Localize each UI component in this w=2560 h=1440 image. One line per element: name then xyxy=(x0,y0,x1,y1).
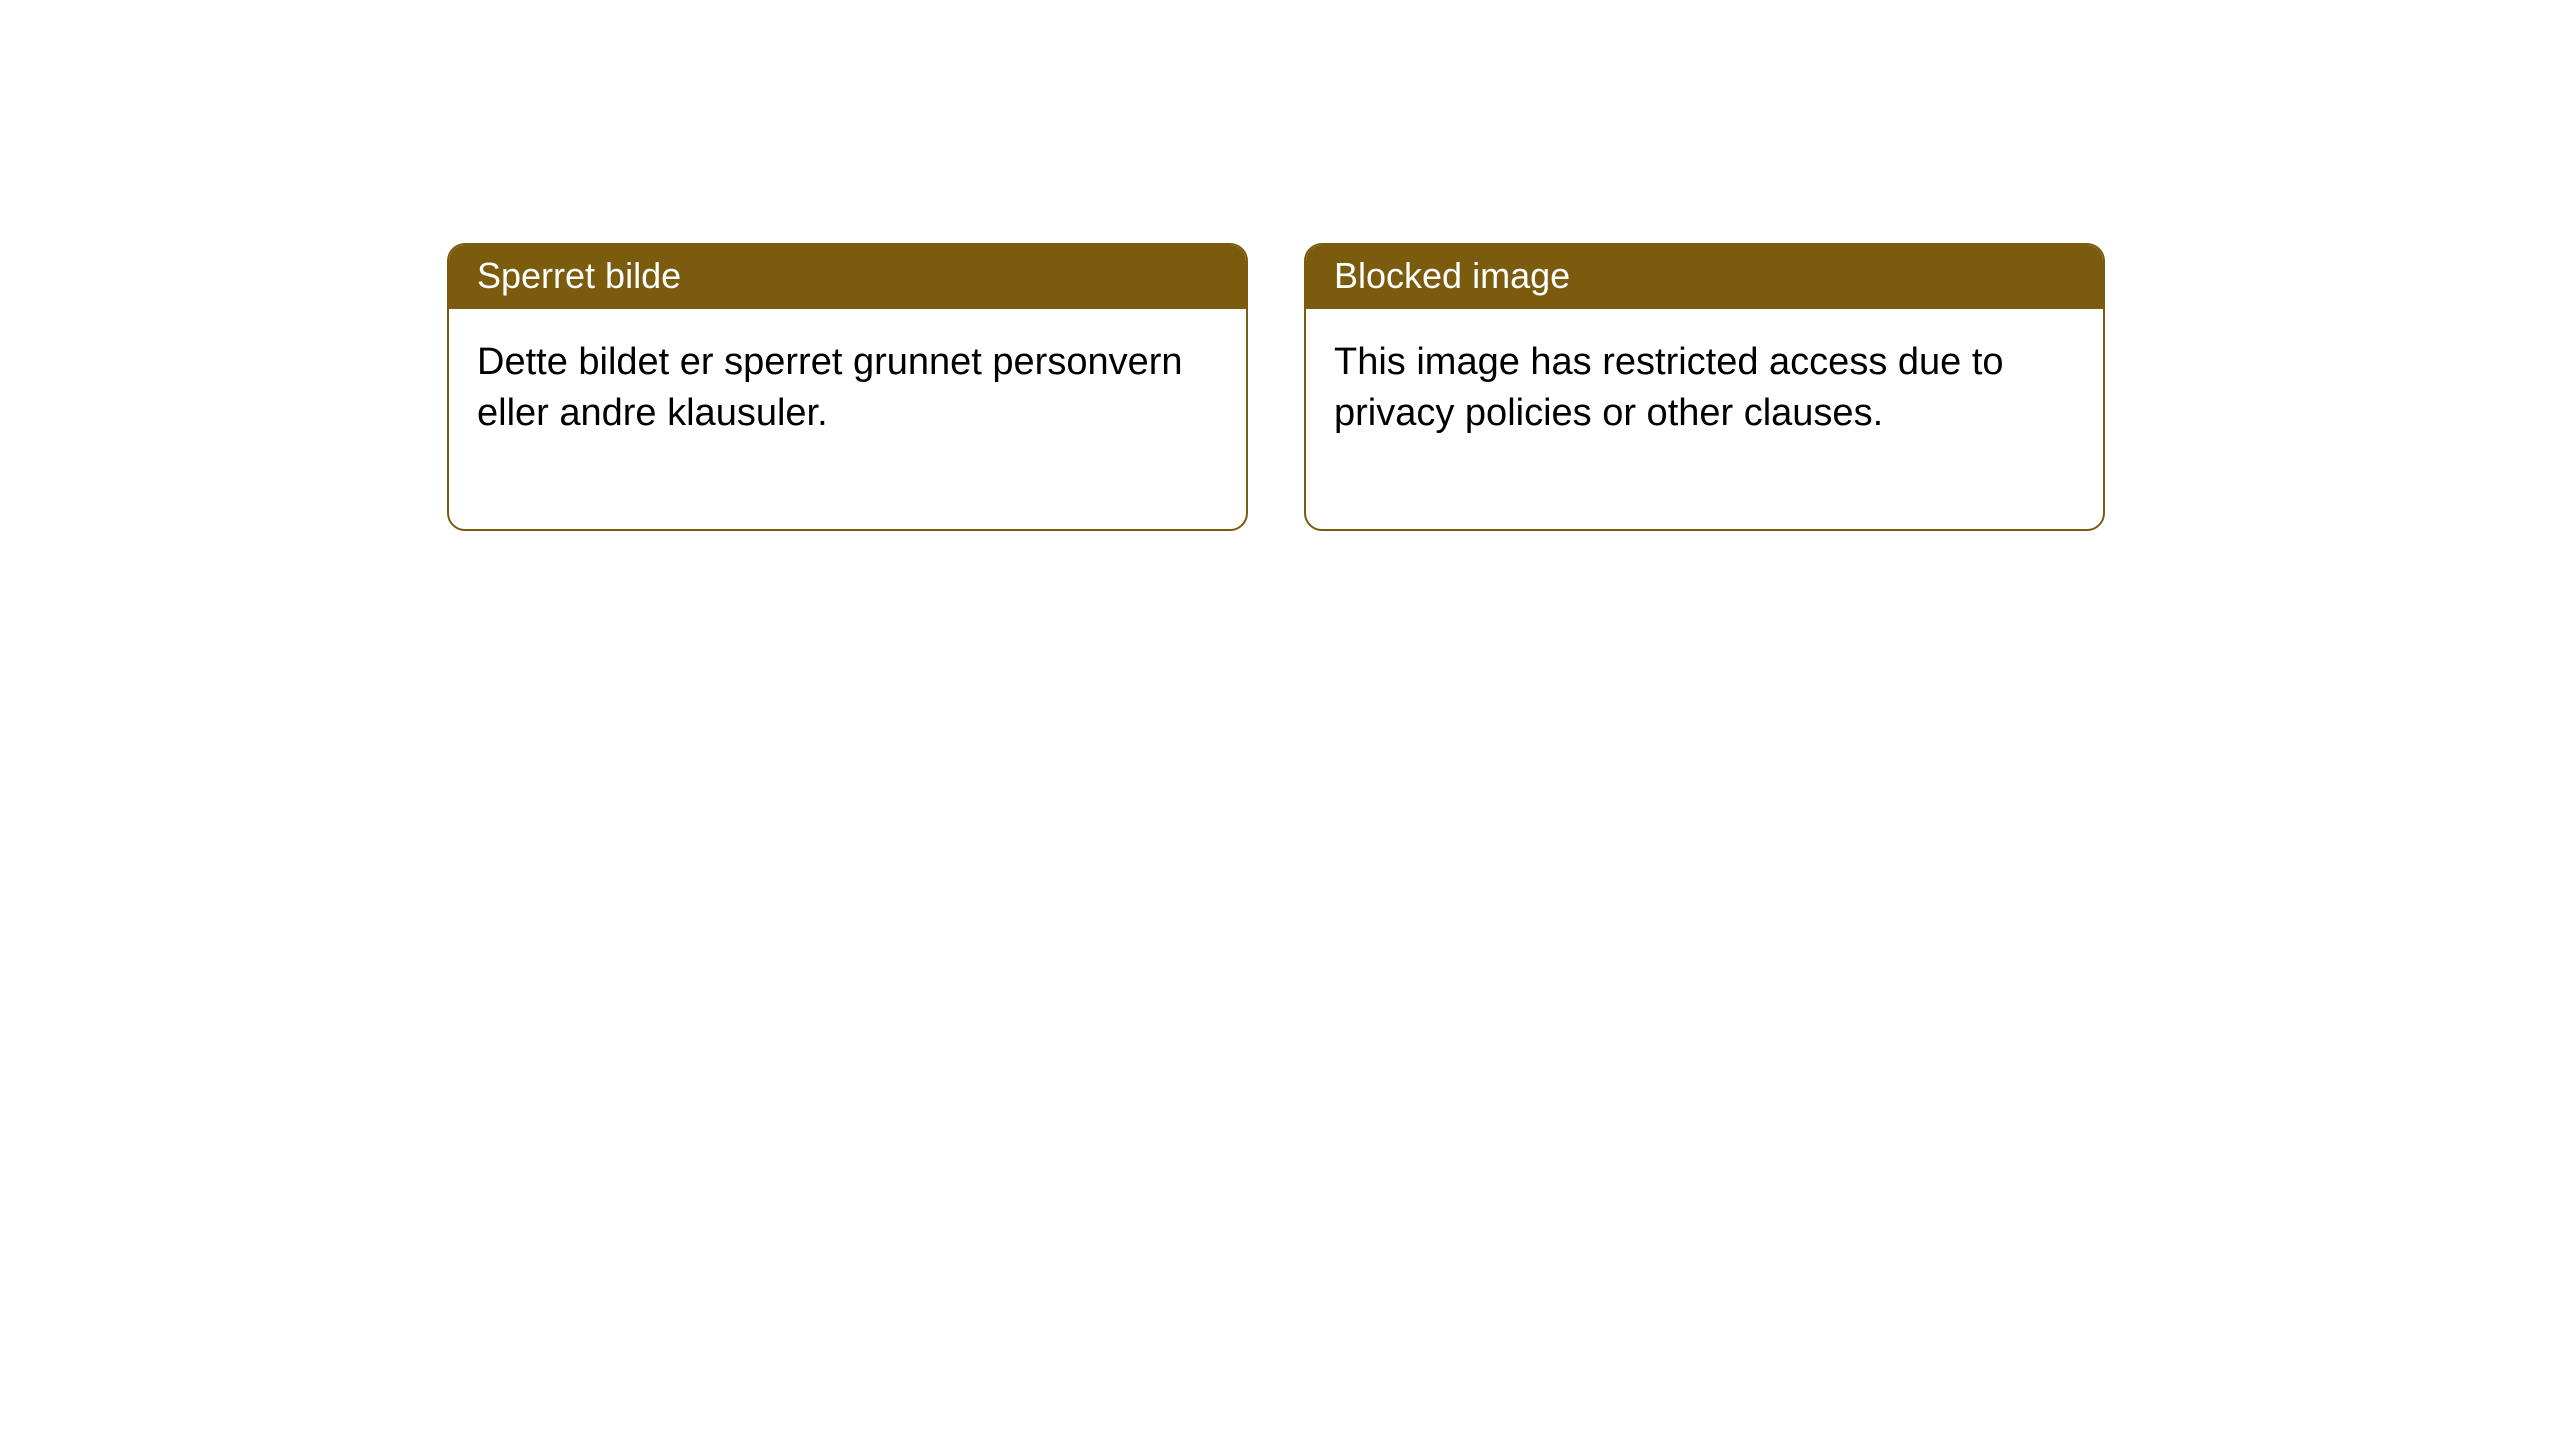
notice-card-english: Blocked image This image has restricted … xyxy=(1304,243,2105,531)
notice-container: Sperret bilde Dette bildet er sperret gr… xyxy=(447,243,2105,531)
notice-title: Blocked image xyxy=(1334,255,1570,296)
notice-body: Dette bildet er sperret grunnet personve… xyxy=(449,309,1246,529)
notice-card-norwegian: Sperret bilde Dette bildet er sperret gr… xyxy=(447,243,1248,531)
notice-title: Sperret bilde xyxy=(477,255,681,296)
notice-body-text: This image has restricted access due to … xyxy=(1334,341,2004,434)
notice-body-text: Dette bildet er sperret grunnet personve… xyxy=(477,341,1183,434)
notice-header: Sperret bilde xyxy=(449,245,1246,309)
notice-header: Blocked image xyxy=(1306,245,2103,309)
notice-body: This image has restricted access due to … xyxy=(1306,309,2103,529)
